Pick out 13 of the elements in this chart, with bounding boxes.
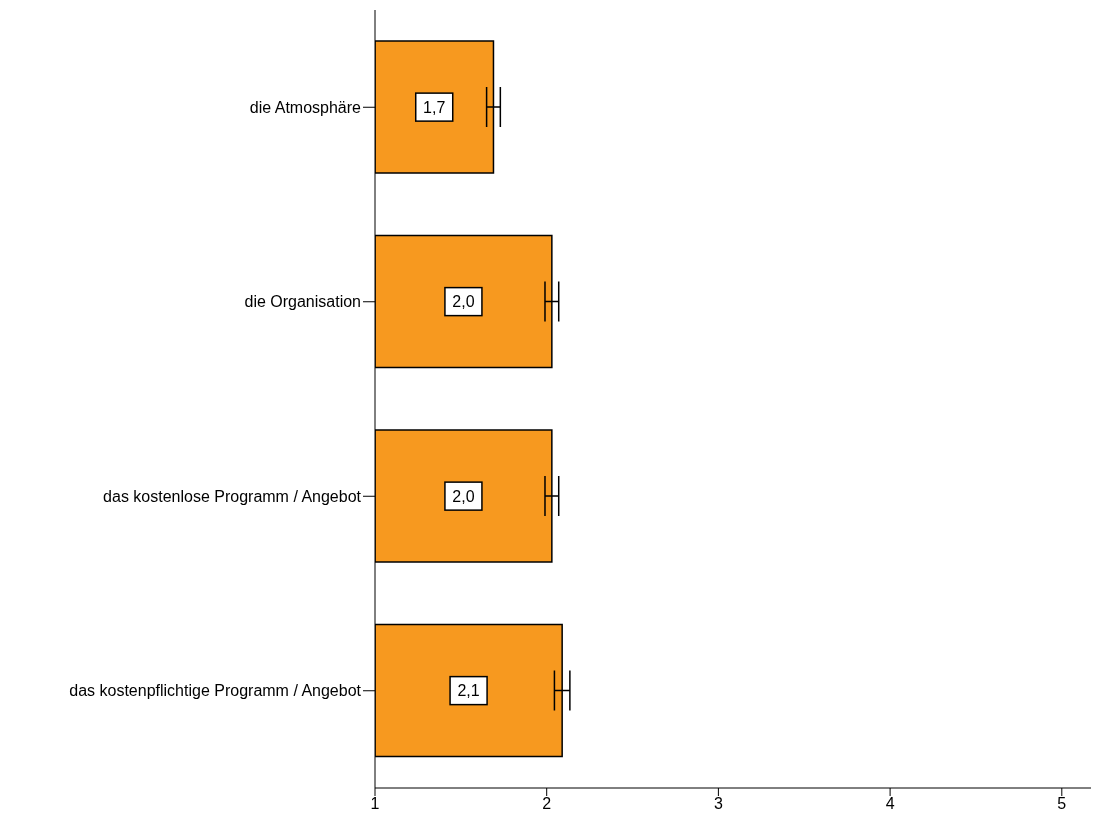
y-tick-label: die Atmosphäre xyxy=(249,98,362,116)
x-tick-label: 3 xyxy=(713,795,723,813)
y-tick-label: das kostenpflichtige Programm / Angebot xyxy=(69,682,362,700)
x-tick-label: 5 xyxy=(1057,795,1067,813)
x-tick-label: 4 xyxy=(885,795,895,813)
x-tick-label: 1 xyxy=(370,795,380,813)
data-label: 2,0 xyxy=(452,293,475,311)
y-tick-label: die Organisation xyxy=(244,293,361,311)
data-label: 2,0 xyxy=(452,487,475,505)
data-label: 1,7 xyxy=(423,98,446,116)
x-tick-label: 2 xyxy=(542,795,552,813)
data-label: 2,1 xyxy=(457,682,480,700)
y-tick-label: das kostenlose Programm / Angebot xyxy=(103,487,362,505)
